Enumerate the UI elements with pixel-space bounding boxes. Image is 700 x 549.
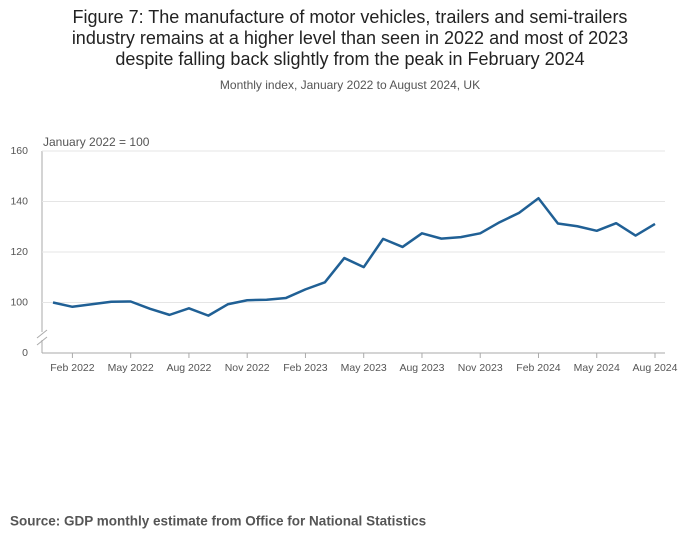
source: Source: GDP monthly estimate from Office… bbox=[10, 514, 426, 529]
x-tick-label: May 2023 bbox=[341, 362, 387, 374]
x-tick-label: Nov 2023 bbox=[458, 362, 503, 374]
axis-break bbox=[36, 329, 48, 339]
chart-title: industry remains at a higher level than … bbox=[72, 28, 628, 48]
chart-title: Figure 7: The manufacture of motor vehic… bbox=[73, 7, 628, 27]
y-tick-label: 160 bbox=[10, 145, 28, 157]
line bbox=[52, 196, 656, 317]
x-tick-label: Nov 2022 bbox=[225, 362, 270, 374]
x-tick-label: Feb 2024 bbox=[516, 362, 561, 374]
y-tick-label: 120 bbox=[10, 246, 28, 258]
x-tick-label: Aug 2024 bbox=[633, 362, 678, 374]
y-tick-label: 100 bbox=[10, 296, 28, 308]
x-tick-label: May 2022 bbox=[108, 362, 154, 374]
y-tick-label: 0 bbox=[22, 347, 28, 359]
subtitle: Monthly index, January 2022 to August 20… bbox=[220, 78, 480, 92]
annotation: January 2022 = 100 bbox=[43, 135, 150, 149]
chart-title: despite falling back slightly from the p… bbox=[115, 49, 584, 69]
x-tick-label: May 2024 bbox=[574, 362, 620, 374]
x-tick-label: Aug 2023 bbox=[399, 362, 444, 374]
x-tick-label: Feb 2022 bbox=[50, 362, 95, 374]
y-tick-label: 140 bbox=[10, 195, 28, 207]
x-tick-label: Feb 2023 bbox=[283, 362, 328, 374]
x-tick-label: Aug 2022 bbox=[166, 362, 211, 374]
axis-break bbox=[36, 336, 48, 346]
